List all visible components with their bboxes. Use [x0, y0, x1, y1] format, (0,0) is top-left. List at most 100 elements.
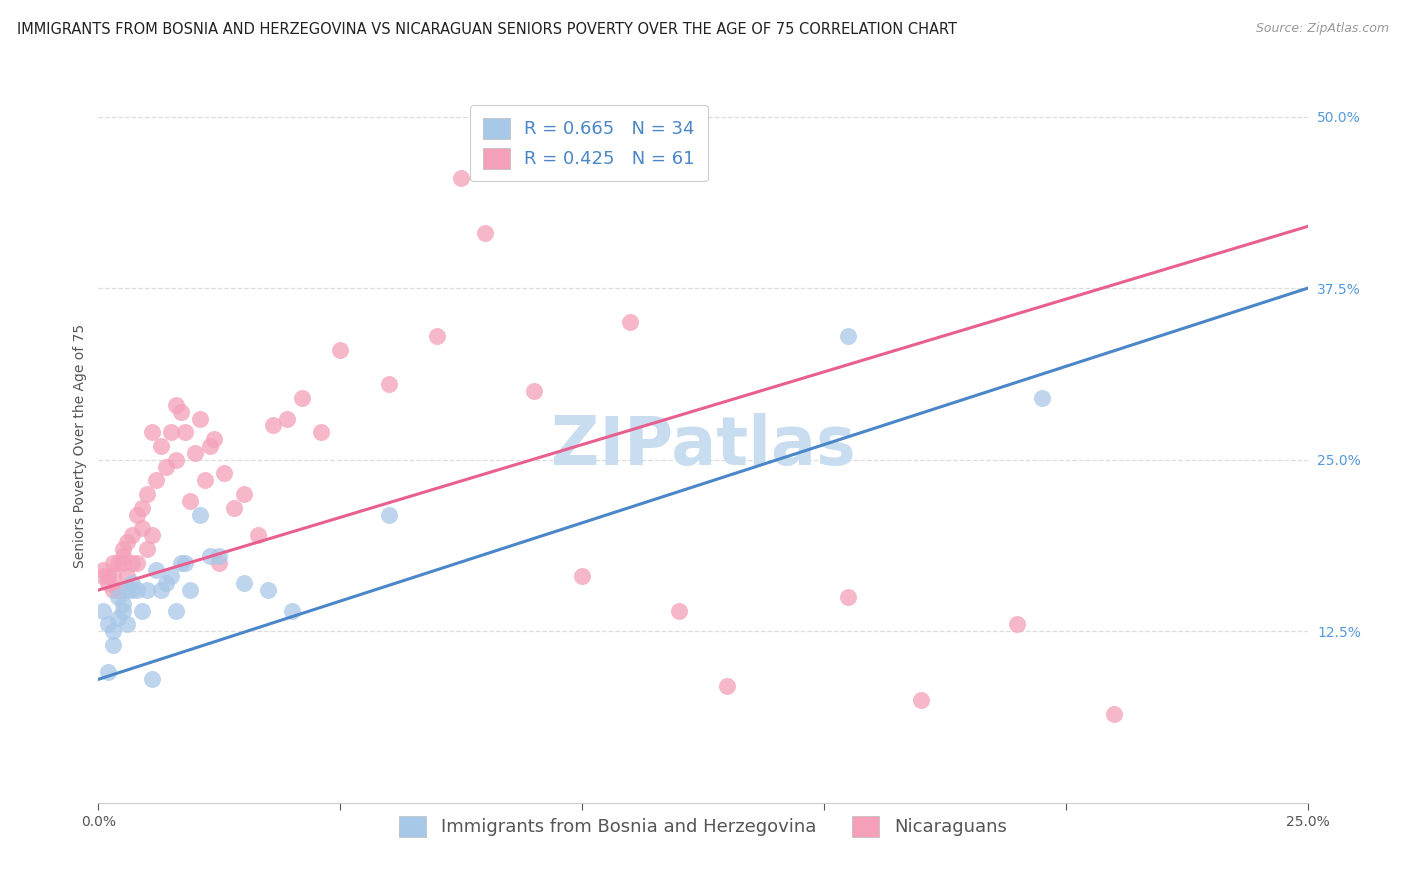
- Point: [619, 316, 641, 330]
- Point: [127, 508, 149, 522]
- Point: [141, 425, 163, 440]
- Point: [212, 467, 235, 481]
- Point: [188, 508, 211, 522]
- Point: [198, 439, 221, 453]
- Point: [107, 590, 129, 604]
- Point: [1007, 617, 1029, 632]
- Point: [377, 377, 399, 392]
- Point: [232, 576, 254, 591]
- Point: [97, 665, 120, 680]
- Point: [127, 583, 149, 598]
- Point: [179, 494, 201, 508]
- Point: [117, 583, 139, 598]
- Point: [174, 556, 197, 570]
- Point: [117, 617, 139, 632]
- Point: [160, 569, 183, 583]
- Point: [426, 329, 449, 343]
- Point: [208, 549, 231, 563]
- Point: [198, 549, 221, 563]
- Point: [111, 604, 134, 618]
- Point: [165, 398, 187, 412]
- Point: [160, 425, 183, 440]
- Point: [290, 391, 312, 405]
- Point: [377, 508, 399, 522]
- Point: [111, 549, 134, 563]
- Point: [131, 521, 153, 535]
- Point: [188, 411, 211, 425]
- Legend: Immigrants from Bosnia and Herzegovina, Nicaraguans: Immigrants from Bosnia and Herzegovina, …: [392, 808, 1014, 844]
- Point: [309, 425, 332, 440]
- Point: [169, 556, 191, 570]
- Point: [107, 610, 129, 624]
- Point: [107, 583, 129, 598]
- Point: [91, 562, 114, 576]
- Point: [716, 679, 738, 693]
- Point: [145, 562, 167, 576]
- Point: [165, 452, 187, 467]
- Point: [141, 528, 163, 542]
- Point: [910, 693, 932, 707]
- Point: [222, 500, 245, 515]
- Point: [101, 583, 124, 598]
- Point: [837, 329, 859, 343]
- Point: [262, 418, 284, 433]
- Point: [208, 556, 231, 570]
- Point: [571, 569, 593, 583]
- Point: [107, 556, 129, 570]
- Y-axis label: Seniors Poverty Over the Age of 75: Seniors Poverty Over the Age of 75: [73, 324, 87, 568]
- Point: [474, 227, 496, 241]
- Point: [121, 583, 143, 598]
- Point: [165, 604, 187, 618]
- Point: [145, 473, 167, 487]
- Text: Source: ZipAtlas.com: Source: ZipAtlas.com: [1256, 22, 1389, 36]
- Point: [150, 439, 173, 453]
- Point: [837, 590, 859, 604]
- Point: [281, 604, 304, 618]
- Point: [97, 576, 120, 591]
- Point: [174, 425, 197, 440]
- Point: [668, 604, 690, 618]
- Point: [141, 673, 163, 687]
- Point: [131, 500, 153, 515]
- Point: [117, 535, 139, 549]
- Point: [150, 583, 173, 598]
- Point: [111, 556, 134, 570]
- Point: [155, 576, 177, 591]
- Point: [127, 556, 149, 570]
- Point: [117, 569, 139, 583]
- Point: [247, 528, 270, 542]
- Point: [135, 541, 157, 556]
- Point: [1102, 706, 1125, 721]
- Point: [194, 473, 217, 487]
- Point: [1031, 391, 1053, 405]
- Point: [450, 171, 472, 186]
- Point: [91, 569, 114, 583]
- Point: [232, 487, 254, 501]
- Point: [121, 556, 143, 570]
- Point: [135, 583, 157, 598]
- Point: [155, 459, 177, 474]
- Point: [179, 583, 201, 598]
- Point: [169, 405, 191, 419]
- Point: [121, 528, 143, 542]
- Point: [184, 446, 207, 460]
- Point: [256, 583, 278, 598]
- Point: [101, 556, 124, 570]
- Point: [111, 541, 134, 556]
- Point: [204, 432, 226, 446]
- Point: [101, 638, 124, 652]
- Point: [276, 411, 298, 425]
- Point: [523, 384, 546, 398]
- Text: ZIPatlas: ZIPatlas: [551, 413, 855, 479]
- Point: [121, 576, 143, 591]
- Point: [101, 569, 124, 583]
- Point: [97, 617, 120, 632]
- Point: [131, 604, 153, 618]
- Point: [101, 624, 124, 639]
- Point: [97, 569, 120, 583]
- Point: [111, 597, 134, 611]
- Text: IMMIGRANTS FROM BOSNIA AND HERZEGOVINA VS NICARAGUAN SENIORS POVERTY OVER THE AG: IMMIGRANTS FROM BOSNIA AND HERZEGOVINA V…: [17, 22, 957, 37]
- Point: [135, 487, 157, 501]
- Point: [329, 343, 352, 357]
- Point: [91, 604, 114, 618]
